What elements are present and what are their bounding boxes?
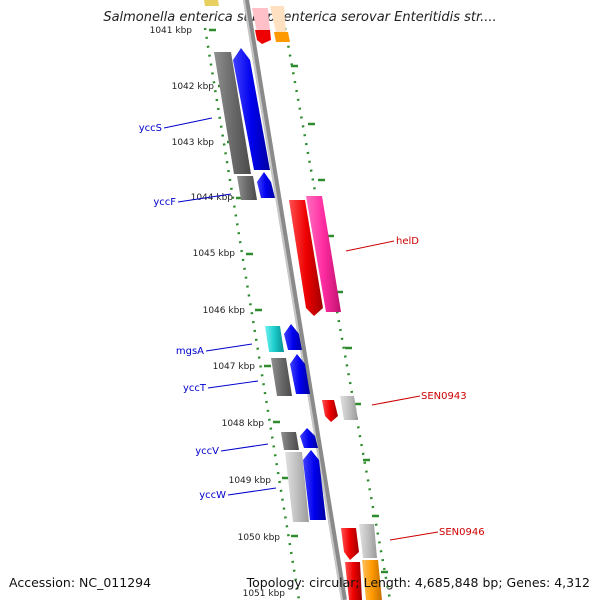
tick-label: 1049 kbp xyxy=(229,476,272,486)
gene-label-helD[interactable]: helD xyxy=(396,236,419,247)
gene-SEN0943-block[interactable] xyxy=(322,396,358,422)
gene-label-yccT[interactable]: yccT xyxy=(183,383,207,394)
tick-label: 1044 kbp xyxy=(191,193,234,203)
gene-label-yccS[interactable]: yccS xyxy=(139,123,162,134)
tick-label: 1047 kbp xyxy=(213,362,256,372)
gene-yccW-block[interactable] xyxy=(285,450,326,522)
gene-label-yccV[interactable]: yccV xyxy=(195,446,219,457)
tick-label: 1048 kbp xyxy=(222,419,265,429)
gene-label-yccF[interactable]: yccF xyxy=(153,197,176,208)
accession-text: Accession: NC_011294 xyxy=(9,575,152,590)
tick-label: 1051 kbp xyxy=(243,589,286,599)
tick-label: 1041 kbp xyxy=(150,26,193,36)
gene-yccT-block[interactable] xyxy=(271,354,310,396)
tick-label: 1043 kbp xyxy=(172,138,215,148)
genome-summary: Topology: circular; Length: 4,685,848 bp… xyxy=(246,575,590,590)
gene-yccV-block[interactable] xyxy=(281,428,318,450)
map-title: Salmonella enterica subsp. enterica sero… xyxy=(103,10,497,25)
tick-label: 1045 kbp xyxy=(193,249,236,259)
gene-label-SEN0946[interactable]: SEN0946 xyxy=(439,527,485,538)
genome-backbone xyxy=(243,0,347,600)
tick-label: 1042 kbp xyxy=(172,82,215,92)
ruler-major-ticks xyxy=(209,28,388,574)
left-leader-lines xyxy=(163,117,277,496)
tick-label: 1046 kbp xyxy=(203,306,246,316)
gene-yccS-block[interactable] xyxy=(214,48,270,174)
gene-label-mgsA[interactable]: mgsA xyxy=(176,346,204,357)
gene-SEN0946-block[interactable] xyxy=(341,524,382,600)
gene-helD-block[interactable] xyxy=(289,196,341,316)
gene-label-SEN0943[interactable]: SEN0943 xyxy=(421,391,467,402)
tick-label: 1050 kbp xyxy=(238,533,281,543)
gene-top-partial[interactable] xyxy=(204,0,290,44)
gene-mgsA-block[interactable] xyxy=(265,324,302,352)
right-leader-lines xyxy=(345,240,439,541)
gene-yccF-block[interactable] xyxy=(237,172,275,200)
ruler-track-left xyxy=(203,27,301,600)
gene-label-yccW[interactable]: yccW xyxy=(199,490,226,501)
